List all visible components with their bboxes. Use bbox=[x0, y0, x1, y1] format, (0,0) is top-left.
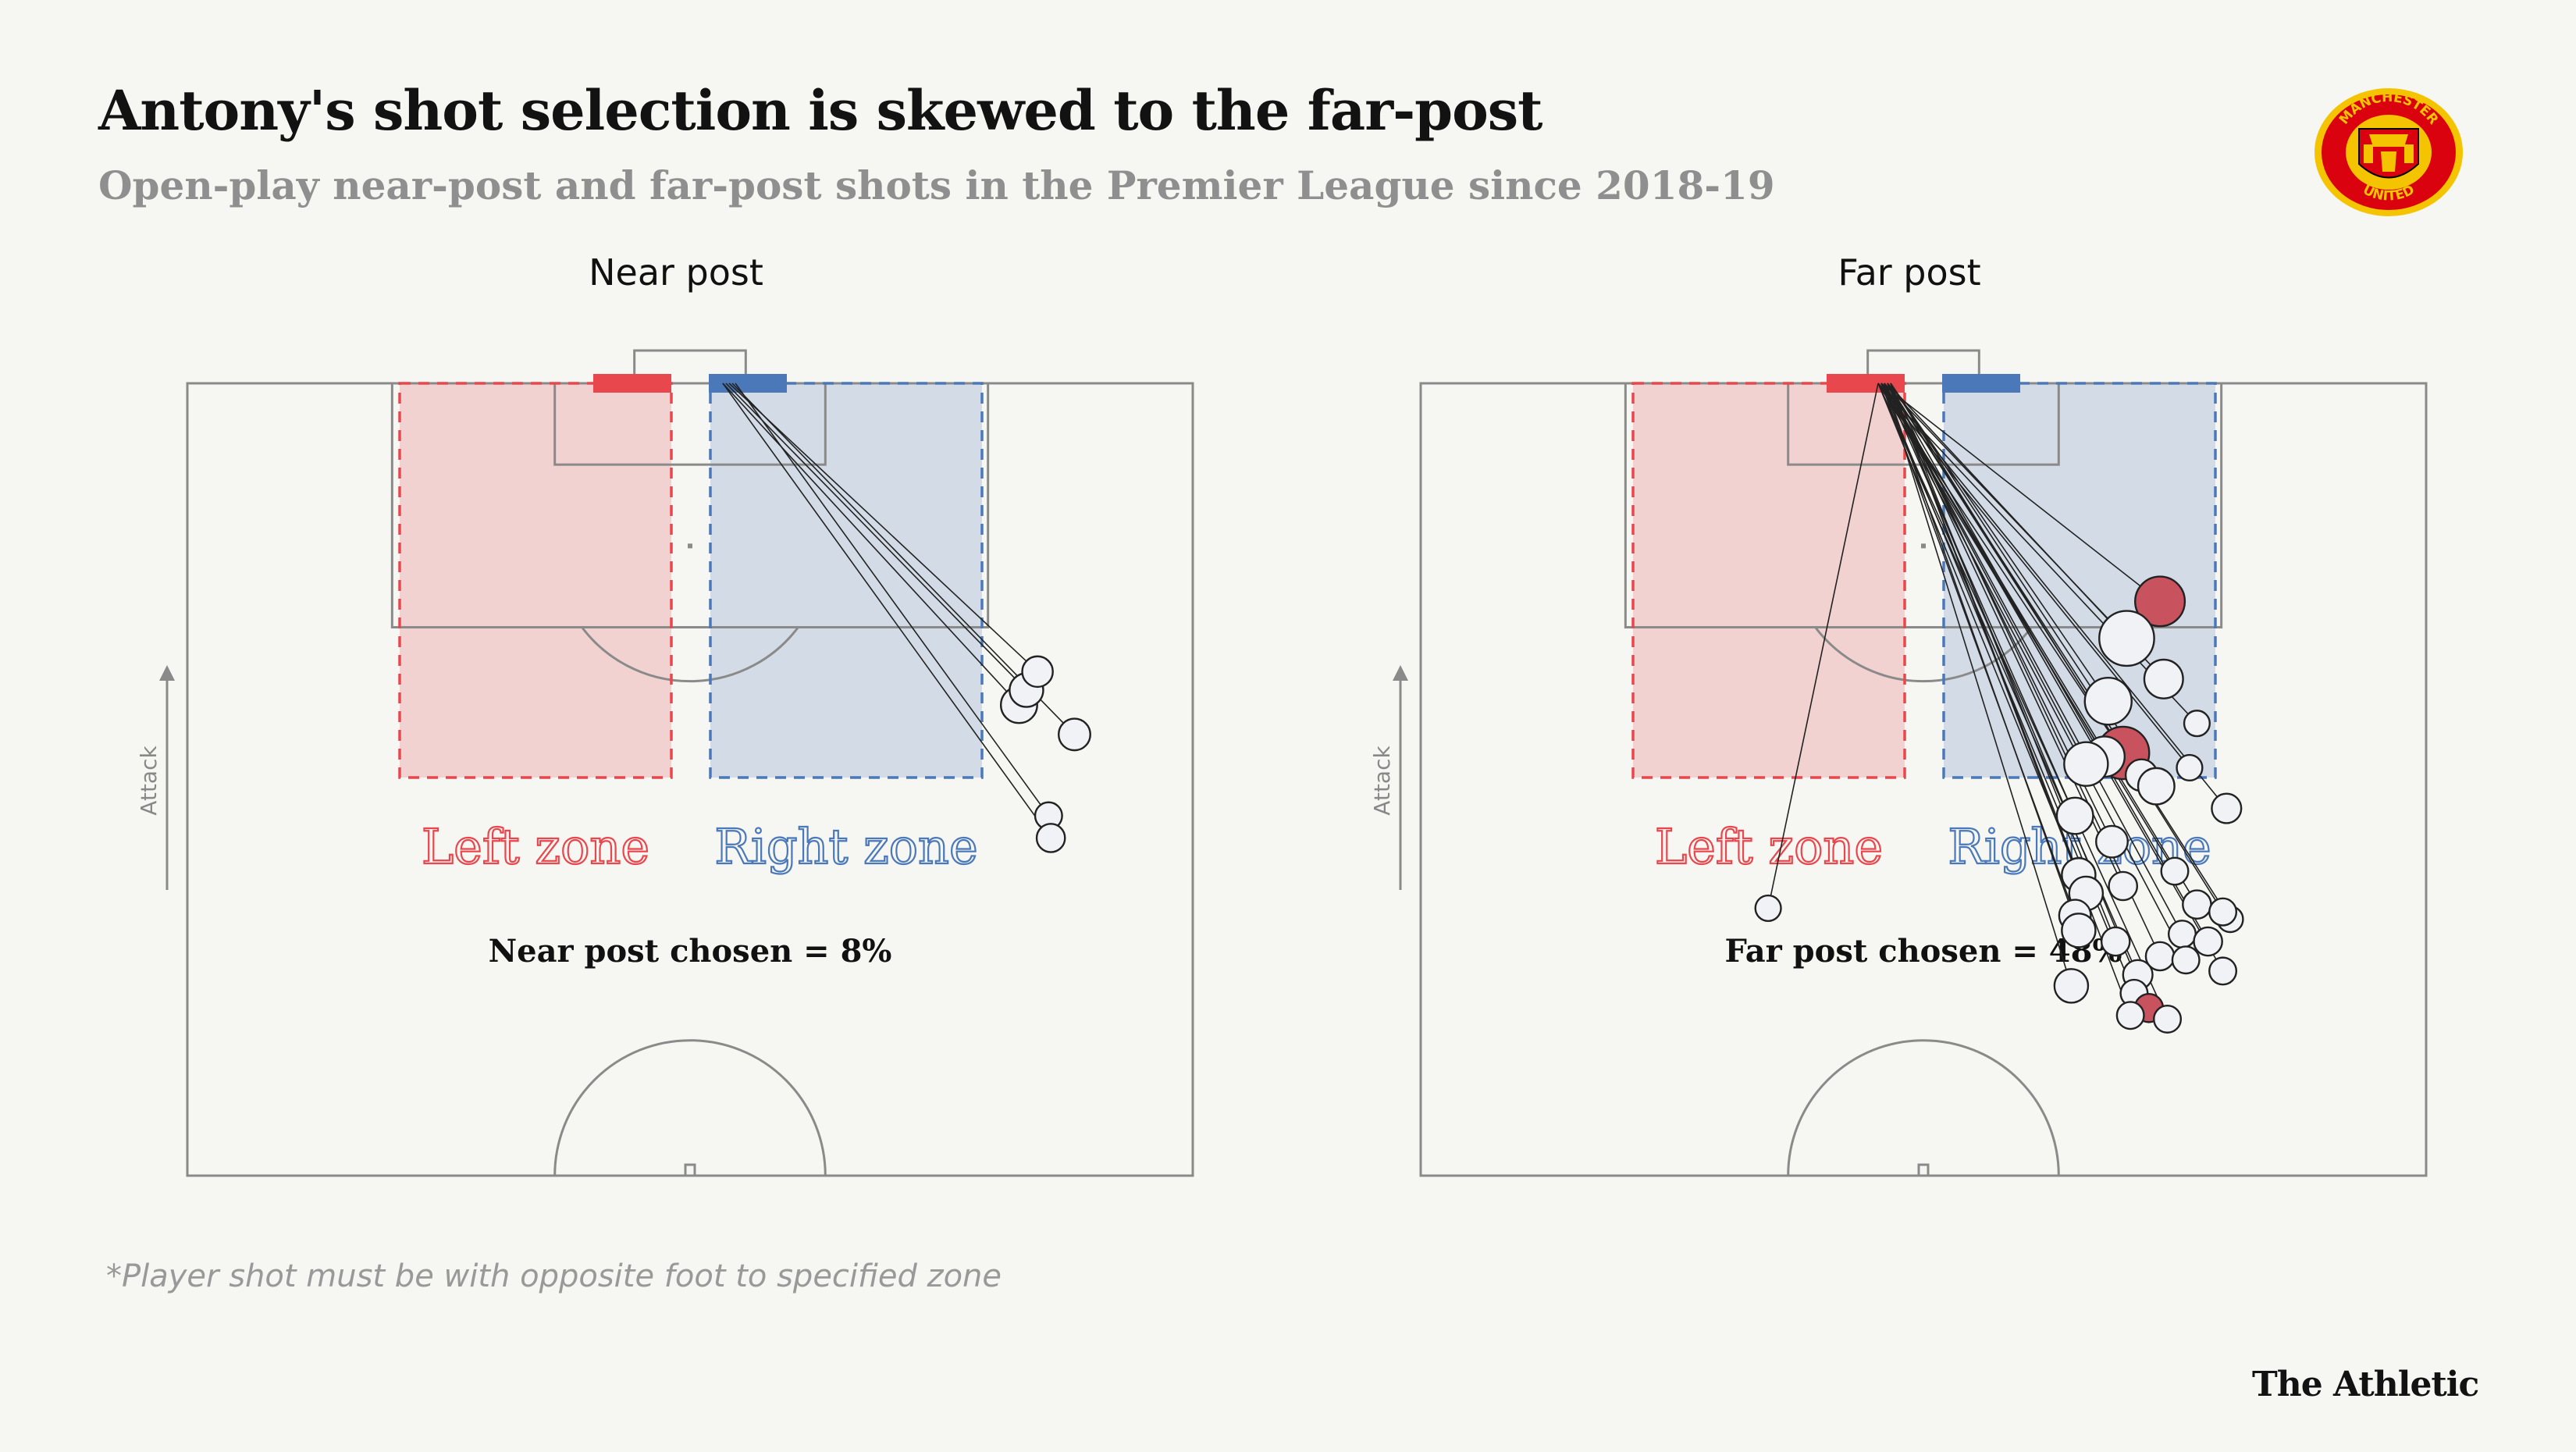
shot-point bbox=[2083, 677, 2133, 726]
shot-point bbox=[2183, 710, 2211, 738]
shot-point bbox=[2137, 767, 2176, 806]
shot-line bbox=[1890, 383, 2116, 942]
centre-spot bbox=[1917, 1163, 1930, 1177]
shot-lines bbox=[722, 383, 1076, 838]
shot-point bbox=[2100, 926, 2131, 957]
shot-line bbox=[722, 383, 1020, 706]
right-zone-label: Right zone bbox=[714, 818, 977, 875]
shot-point bbox=[2061, 913, 2097, 948]
shot-point bbox=[1057, 717, 1091, 752]
shot-point bbox=[2193, 926, 2223, 957]
pitch-title-far: Far post bbox=[1838, 251, 1981, 294]
shot-point bbox=[1021, 655, 1054, 689]
attack-label: Attack bbox=[136, 746, 162, 816]
shot-line bbox=[725, 383, 1027, 691]
shot-line bbox=[1877, 383, 2190, 768]
attack-arrow-head bbox=[1393, 665, 1408, 681]
left-zone-label: Left zone bbox=[1655, 818, 1883, 875]
attack-arrow-head bbox=[159, 665, 175, 681]
shot-point bbox=[2053, 968, 2090, 1004]
shot-points bbox=[1754, 575, 2244, 1034]
centre-circle bbox=[1787, 1039, 2060, 1176]
shot-point bbox=[2153, 1004, 2183, 1034]
shot-point bbox=[2160, 856, 2190, 886]
shot-point bbox=[2055, 796, 2094, 835]
footnote: *Player shot must be with opposite foot … bbox=[106, 1258, 1002, 1294]
left-zone-border bbox=[1631, 382, 1906, 779]
shot-line bbox=[1880, 383, 2076, 916]
shot-line bbox=[1887, 383, 2209, 942]
shot-line bbox=[1877, 383, 2197, 724]
shot-point bbox=[1035, 823, 1066, 853]
penalty-spot bbox=[1921, 543, 1926, 549]
goal-frame bbox=[1866, 349, 1980, 385]
goal-shot-point bbox=[2134, 575, 2186, 628]
chart-title: Antony's shot selection is skewed to the… bbox=[98, 78, 1543, 143]
penalty-spot bbox=[688, 543, 692, 549]
shot-point bbox=[2211, 792, 2243, 824]
shot-point bbox=[2063, 741, 2109, 787]
pitch-near: Attack Left zone Right zone Near post chose… bbox=[136, 349, 1194, 1177]
shot-point bbox=[2208, 897, 2238, 927]
shot-line bbox=[1880, 383, 2227, 810]
left-zone-label: Left zone bbox=[422, 818, 649, 875]
shot-line bbox=[728, 383, 1038, 672]
shot-line bbox=[1877, 383, 2169, 1020]
shot-line bbox=[1890, 383, 2224, 913]
shot-point bbox=[2208, 956, 2238, 986]
shot-point bbox=[2143, 658, 2184, 699]
centre-circle bbox=[553, 1039, 827, 1176]
pitch-title-near: Near post bbox=[589, 251, 763, 294]
shot-point bbox=[1754, 894, 1782, 923]
shot-points bbox=[999, 655, 1091, 853]
goal-frame bbox=[633, 349, 747, 385]
right-zone-border bbox=[709, 382, 984, 779]
shot-line bbox=[1884, 383, 2080, 931]
shot-line bbox=[722, 383, 1051, 838]
left-zone-fill bbox=[400, 383, 671, 778]
shot-point bbox=[2182, 889, 2212, 920]
shot-point bbox=[2095, 824, 2129, 859]
right-zone-border bbox=[1942, 382, 2217, 779]
penalty-arc bbox=[1814, 626, 2033, 683]
shot-line bbox=[735, 383, 1049, 817]
shot-line bbox=[1884, 383, 2076, 817]
stat-text: Near post chosen = 8% bbox=[489, 933, 892, 970]
shot-line bbox=[1767, 383, 1879, 909]
penalty-arc bbox=[581, 626, 799, 683]
shot-line bbox=[1877, 383, 2176, 872]
shot-point bbox=[2171, 945, 2201, 975]
shot-point bbox=[2167, 920, 2197, 949]
shot-line bbox=[1890, 383, 2161, 957]
right-zone-fill bbox=[710, 383, 982, 778]
shot-line bbox=[1890, 383, 2109, 702]
shot-line bbox=[1887, 383, 2150, 1009]
shot-point bbox=[2108, 870, 2139, 902]
brand-logo: The Athletic bbox=[2252, 1365, 2479, 1404]
attack-label: Attack bbox=[1369, 746, 1395, 816]
left-zone-border bbox=[398, 382, 673, 779]
shot-line bbox=[1880, 383, 2186, 961]
shot-point bbox=[2098, 610, 2155, 667]
right-post-marker bbox=[1942, 374, 2020, 393]
stat-text: Far post chosen = 48% bbox=[1725, 933, 2122, 970]
shot-point bbox=[2115, 1001, 2145, 1030]
shot-point bbox=[2176, 753, 2204, 782]
centre-spot bbox=[684, 1163, 696, 1177]
left-post-marker bbox=[593, 374, 671, 393]
shot-line bbox=[1880, 383, 2161, 603]
shot-line bbox=[1884, 383, 2073, 987]
pitch-outline bbox=[186, 382, 1194, 1177]
right-post-marker bbox=[709, 374, 787, 393]
left-zone-fill bbox=[1633, 383, 1905, 778]
manchester-united-crest-icon: MANCHESTER UNITED bbox=[2314, 88, 2463, 216]
chart-subtitle: Open-play near-post and far-post shots i… bbox=[98, 162, 1775, 208]
pitch-outline bbox=[1419, 382, 2428, 1177]
